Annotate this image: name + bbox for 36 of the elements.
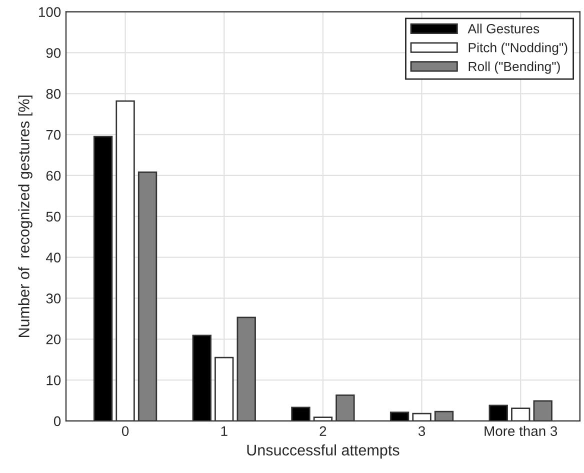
- legend-label: All Gestures: [468, 24, 540, 34]
- bar: [116, 100, 135, 421]
- x-axis-title: Unsuccessful attempts: [247, 444, 400, 459]
- bar: [511, 408, 530, 421]
- bar: [138, 172, 158, 421]
- x-tick-label: More than 3: [484, 426, 558, 436]
- bar: [291, 406, 310, 421]
- bar: [434, 410, 454, 421]
- bar: [336, 394, 355, 421]
- y-tick-label: 80: [46, 88, 61, 99]
- x-tick-label: 3: [418, 426, 426, 436]
- y-tick-label: 60: [46, 170, 61, 181]
- bar: [236, 316, 256, 421]
- y-axis-title: Number of recognized gestures [%]: [18, 96, 32, 337]
- bar: [390, 412, 410, 421]
- x-tick-label: 1: [221, 426, 228, 436]
- legend-label: Pitch ("Nodding"): [468, 42, 568, 55]
- y-tick-label: 30: [46, 294, 61, 304]
- x-tick-label: 2: [320, 426, 326, 436]
- y-tick-label: 40: [46, 252, 61, 262]
- legend-label: Roll ("Bending"): [468, 61, 560, 74]
- y-tick-label: 50: [46, 212, 61, 222]
- bar: [214, 356, 234, 421]
- y-tick-label: 90: [46, 48, 61, 58]
- bar: [192, 334, 212, 421]
- y-tick-label: 20: [46, 334, 61, 344]
- y-tick-label: 10: [46, 375, 61, 386]
- bar: [533, 400, 552, 421]
- x-tick-label: 0: [122, 426, 129, 436]
- bar: [313, 416, 333, 421]
- y-tick-label: 100: [39, 7, 61, 17]
- bar: [412, 412, 432, 421]
- bar: [93, 136, 113, 421]
- y-tick-label: 70: [46, 130, 61, 140]
- y-tick-label: 0: [54, 416, 61, 426]
- bar: [488, 404, 508, 421]
